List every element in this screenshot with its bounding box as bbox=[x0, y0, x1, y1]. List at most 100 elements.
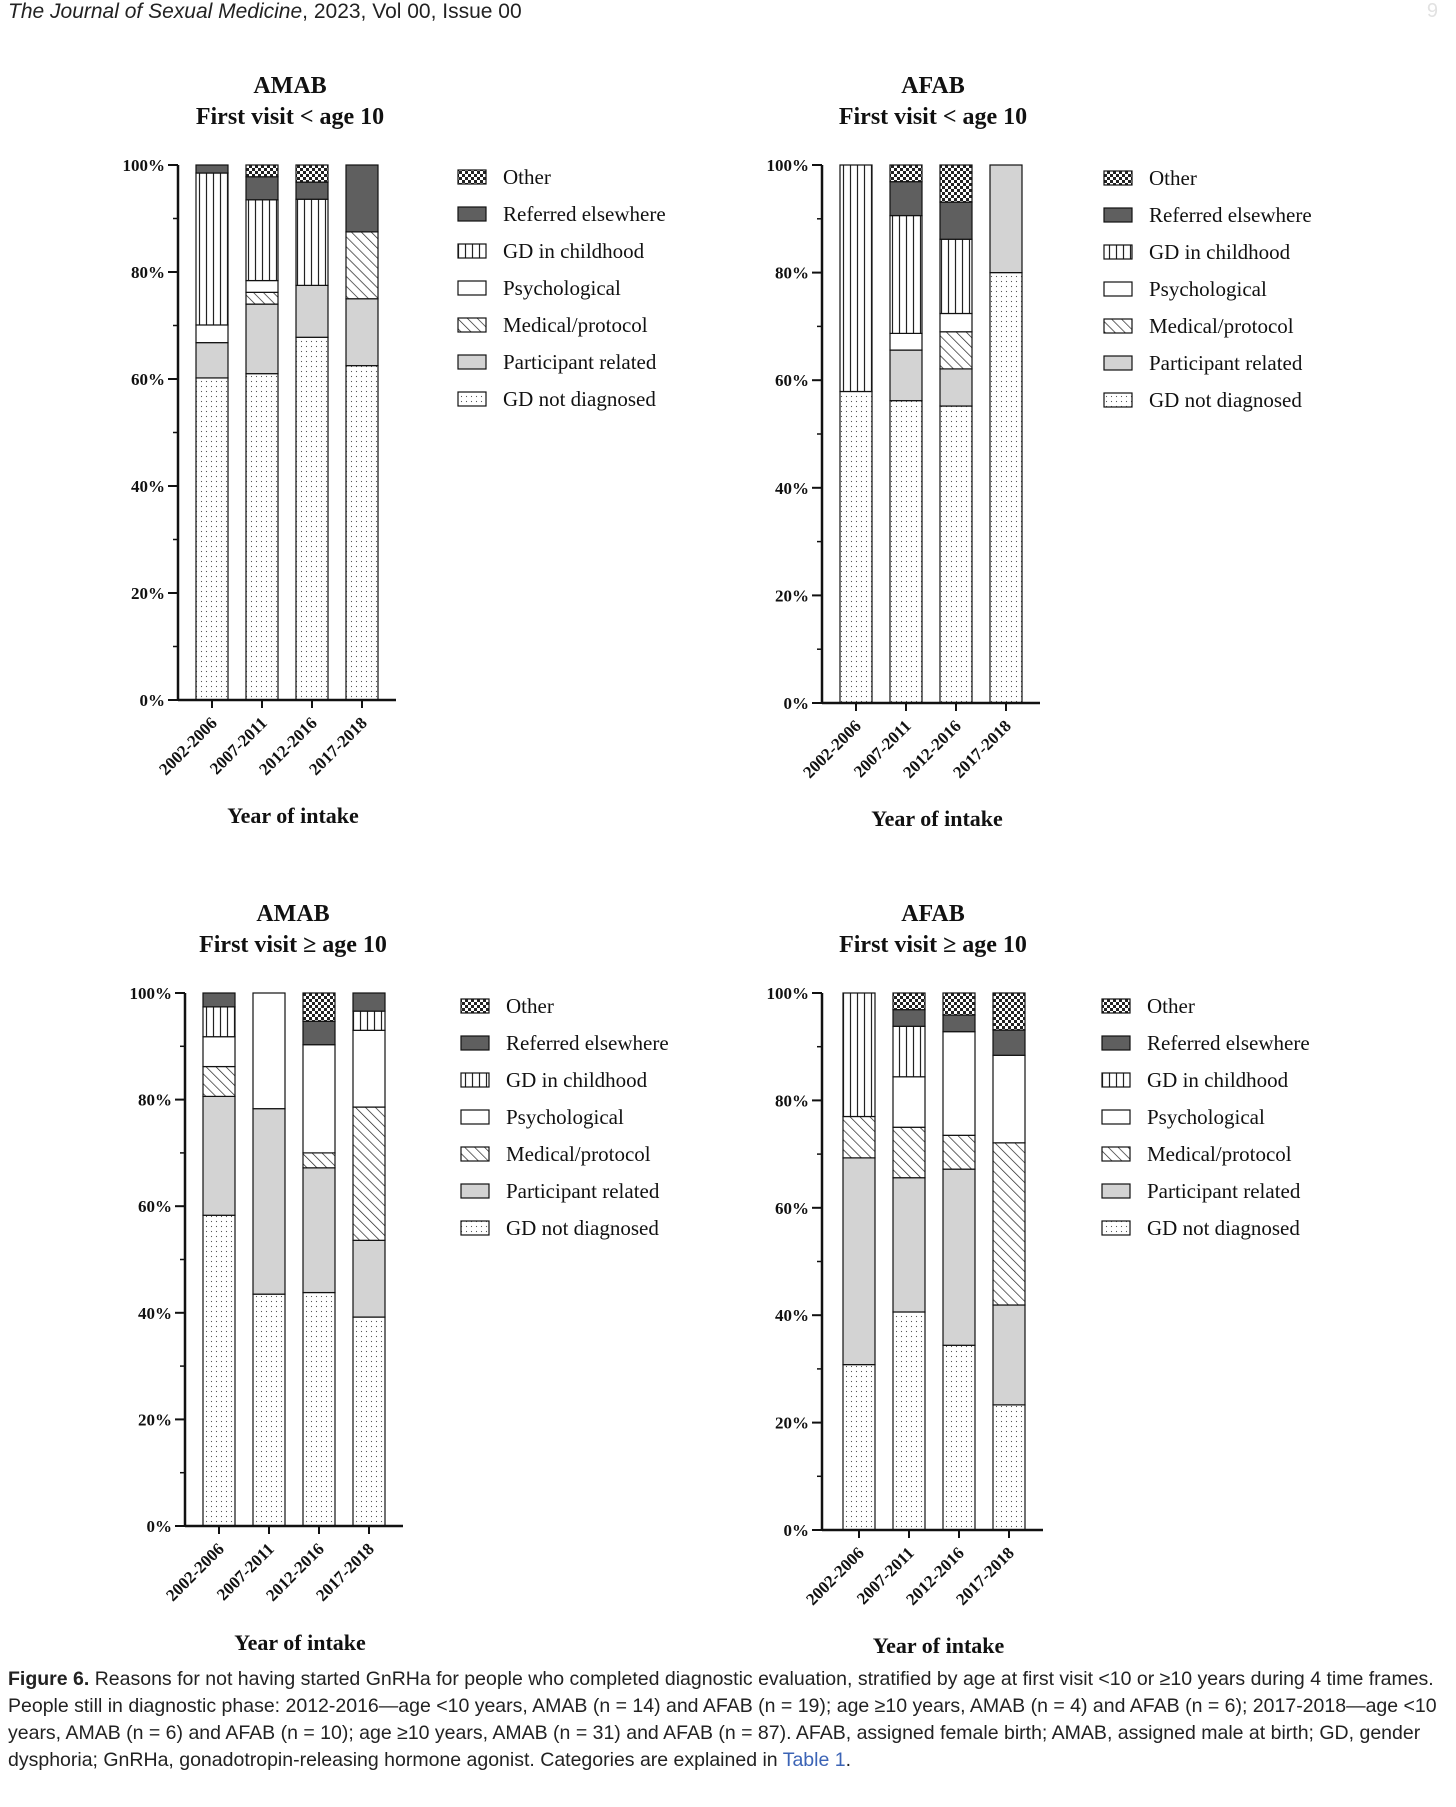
legend-label: Medical/protocol bbox=[1147, 1142, 1292, 1166]
bar-segment bbox=[202, 1006, 236, 1038]
x-axis-title: Year of intake bbox=[234, 1630, 366, 1655]
legend-swatch bbox=[460, 998, 490, 1014]
legend-swatch bbox=[460, 1146, 490, 1162]
bar-segment bbox=[295, 336, 329, 701]
legend-swatch bbox=[1103, 392, 1133, 408]
y-tick-label: 40% bbox=[775, 1306, 809, 1325]
legend-label: Psychological bbox=[1147, 1105, 1265, 1129]
legend-swatch bbox=[1101, 1183, 1131, 1199]
bar-segment bbox=[202, 1036, 236, 1068]
running-header: The Journal of Sexual Medicine, 2023, Vo… bbox=[8, 0, 522, 24]
bar-segment bbox=[889, 332, 923, 351]
bar-segment bbox=[989, 164, 1023, 274]
legend-label: Participant related bbox=[506, 1179, 660, 1203]
legend-label: Other bbox=[506, 994, 554, 1018]
bar-segment bbox=[942, 1031, 976, 1136]
bar-segment bbox=[345, 298, 379, 367]
bar-segment bbox=[942, 1014, 976, 1033]
bar-segment bbox=[245, 303, 279, 375]
legend-label: Medical/protocol bbox=[1149, 314, 1294, 338]
y-tick-label: 20% bbox=[775, 586, 809, 605]
legend-label: Other bbox=[1149, 166, 1197, 190]
legend-label: Psychological bbox=[1149, 277, 1267, 301]
legend-label: GD not diagnosed bbox=[1149, 388, 1302, 412]
y-tick-label: 40% bbox=[138, 1304, 172, 1323]
bar-segment bbox=[245, 199, 279, 282]
bar-segment bbox=[892, 1311, 926, 1531]
legend-label: Referred elsewhere bbox=[506, 1031, 669, 1055]
legend-swatch bbox=[457, 354, 487, 370]
bar-segment bbox=[842, 1157, 876, 1366]
y-tick-label: 60% bbox=[775, 1199, 809, 1218]
legend-swatch bbox=[460, 1183, 490, 1199]
y-tick-label: 20% bbox=[775, 1414, 809, 1433]
bar-segment bbox=[302, 1044, 336, 1154]
bar-segment bbox=[942, 1344, 976, 1531]
bar-segment bbox=[942, 1134, 976, 1170]
legend-label: Other bbox=[503, 165, 551, 189]
chart-subtitle: First visit < age 10 bbox=[839, 104, 1027, 130]
chart-subtitle: First visit < age 10 bbox=[196, 104, 384, 130]
bar-segment bbox=[195, 342, 229, 379]
legend-swatch bbox=[460, 1072, 490, 1088]
bar-segment bbox=[202, 992, 236, 1008]
legend-swatch bbox=[1101, 1072, 1131, 1088]
legend-swatch bbox=[1101, 1146, 1131, 1162]
bar-segment bbox=[892, 1009, 926, 1027]
bar-segment bbox=[252, 1108, 286, 1295]
bar-segment bbox=[245, 279, 279, 293]
bar-segment bbox=[839, 164, 873, 393]
figure-caption: Figure 6. Reasons for not having started… bbox=[8, 1666, 1448, 1774]
y-tick-label: 60% bbox=[138, 1197, 172, 1216]
bar-segment bbox=[245, 373, 279, 701]
bar-segment bbox=[252, 1293, 286, 1527]
legend-swatch bbox=[1103, 355, 1133, 371]
y-tick-label: 40% bbox=[775, 479, 809, 498]
bar-segment bbox=[345, 164, 379, 233]
legend-swatch bbox=[460, 1109, 490, 1125]
bar-segment bbox=[892, 1025, 926, 1078]
chart-subtitle: First visit ≥ age 10 bbox=[839, 932, 1027, 958]
bar-segment bbox=[302, 1291, 336, 1527]
bar-segment bbox=[942, 992, 976, 1016]
bar-segment bbox=[245, 164, 279, 178]
legend-swatch bbox=[457, 169, 487, 185]
legend-swatch bbox=[1103, 281, 1133, 297]
legend-swatch bbox=[1103, 207, 1133, 223]
legend: Other Referred elsewhere GD in childhood Ps… bbox=[460, 994, 669, 1240]
legend-swatch bbox=[457, 206, 487, 222]
legend-swatch bbox=[457, 317, 487, 333]
chart-title: AMAB bbox=[256, 901, 329, 927]
bar-segment bbox=[295, 181, 329, 200]
bar-segment bbox=[892, 1177, 926, 1313]
bar-segment bbox=[942, 1168, 976, 1346]
journal-details: , 2023, Vol 00, Issue 00 bbox=[302, 0, 522, 23]
bar-segment bbox=[295, 164, 329, 183]
bar-segment bbox=[989, 272, 1023, 704]
legend-label: Participant related bbox=[1149, 351, 1303, 375]
legend-label: GD not diagnosed bbox=[503, 387, 656, 411]
table-1-link[interactable]: Table 1 bbox=[782, 1749, 846, 1771]
y-tick-label: 20% bbox=[131, 584, 165, 603]
legend-label: GD in childhood bbox=[503, 239, 645, 263]
bar-segment bbox=[889, 349, 923, 402]
bar-segment bbox=[889, 214, 923, 334]
bar-segment bbox=[939, 405, 973, 704]
bar-segment bbox=[939, 164, 973, 203]
bar-segment bbox=[992, 1054, 1026, 1144]
legend-label: Participant related bbox=[503, 350, 657, 374]
bar-segment bbox=[939, 312, 973, 333]
bar-segment bbox=[992, 1142, 1026, 1306]
chart-title: AFAB bbox=[901, 901, 965, 927]
bar-segment bbox=[892, 992, 926, 1011]
page-number: 9 bbox=[1426, 0, 1438, 22]
bar-segment bbox=[302, 992, 336, 1022]
bar-segment bbox=[892, 1126, 926, 1179]
legend-label: Referred elsewhere bbox=[1147, 1031, 1310, 1055]
caption-end: . bbox=[845, 1749, 852, 1771]
bar-segment bbox=[202, 1065, 236, 1098]
legend-swatch bbox=[1101, 998, 1131, 1014]
legend-label: Psychological bbox=[503, 276, 621, 300]
legend-swatch bbox=[1103, 318, 1133, 334]
bar-segment bbox=[195, 172, 229, 326]
